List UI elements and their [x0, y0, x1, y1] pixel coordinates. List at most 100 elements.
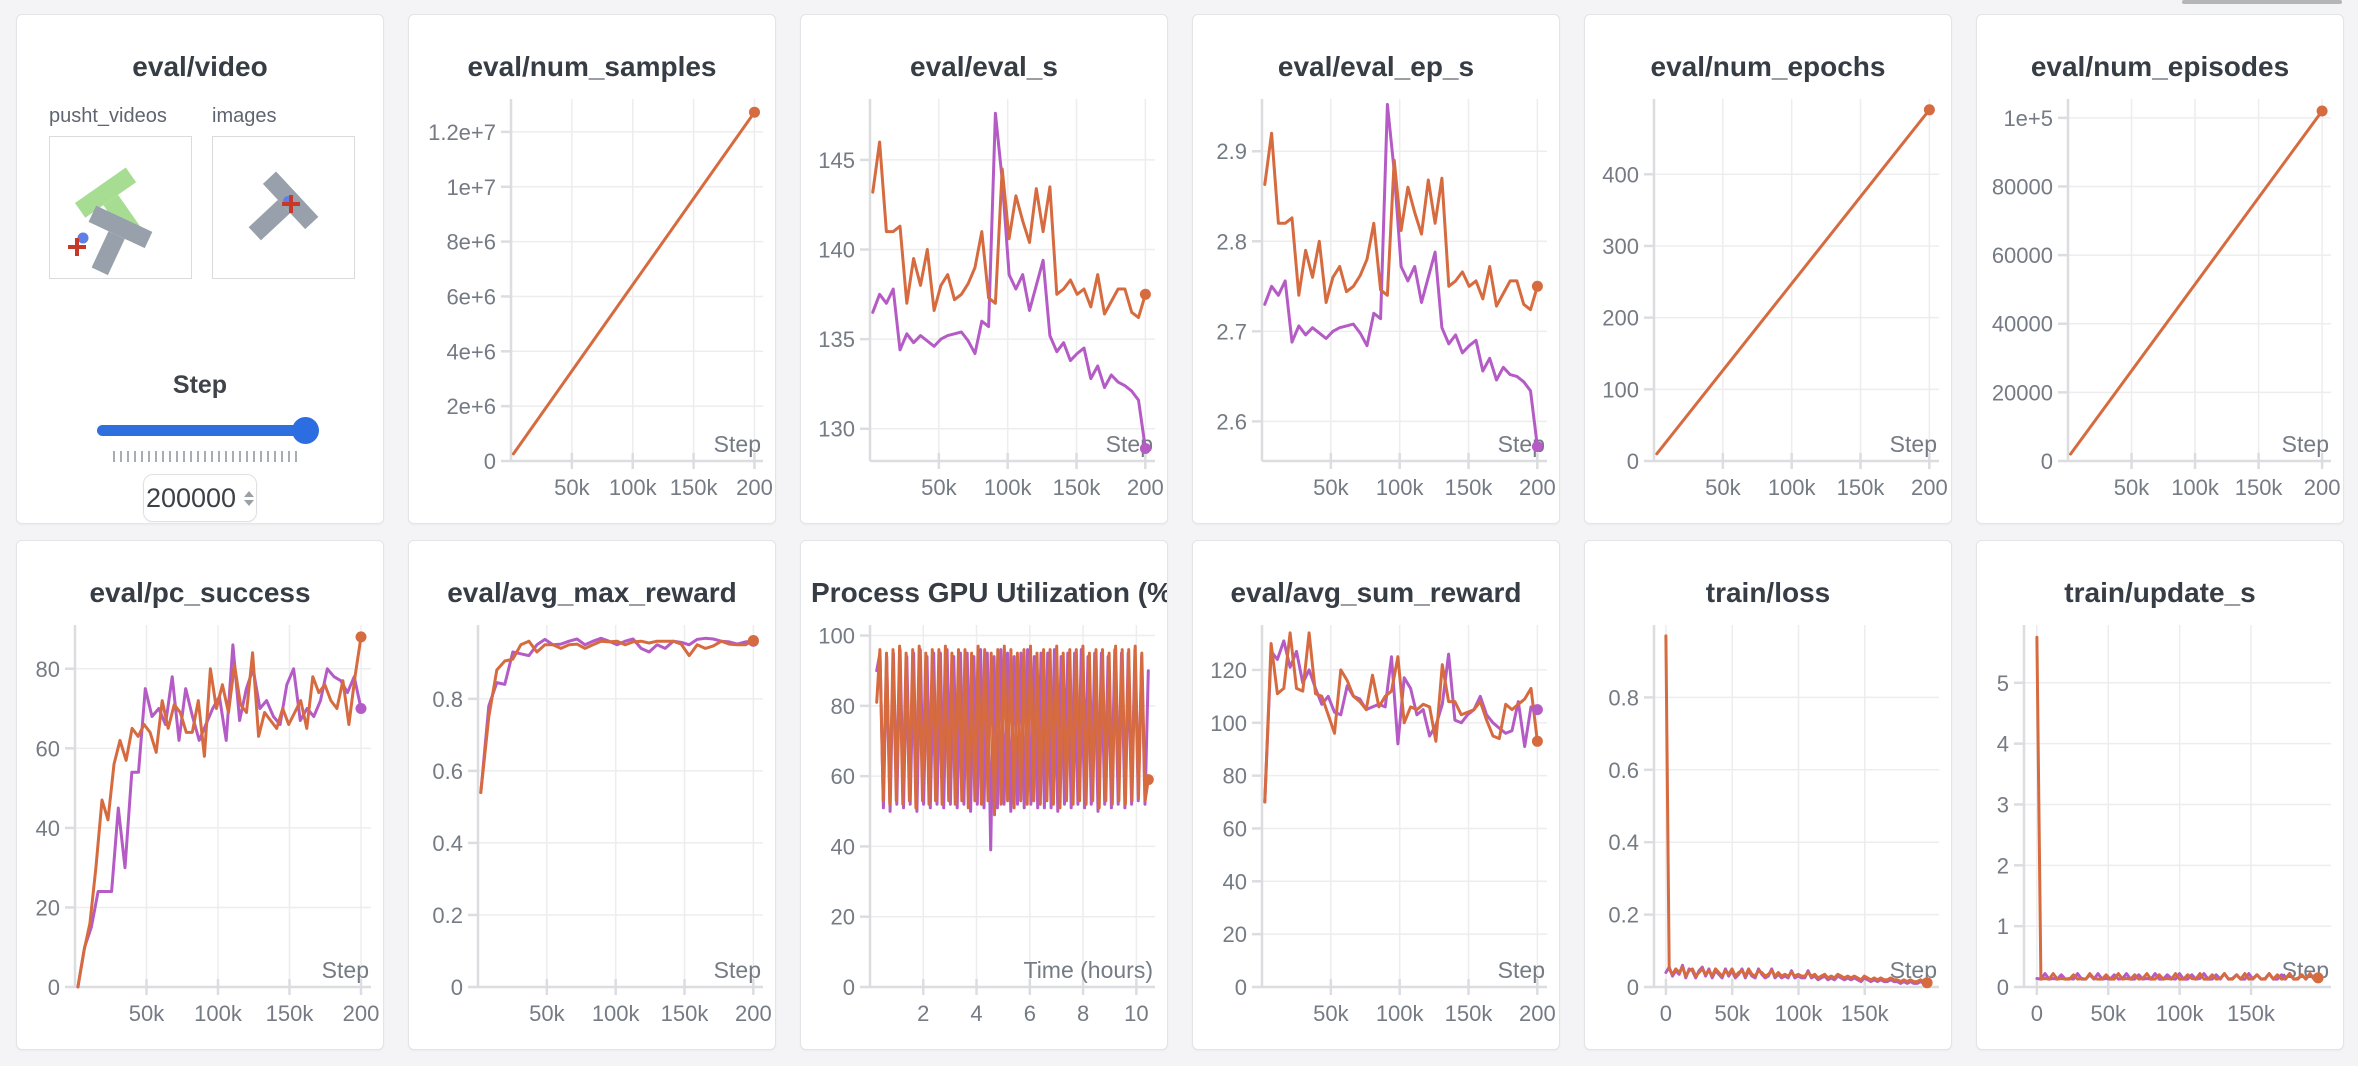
svg-text:20: 20	[36, 896, 60, 921]
chart-panel: eval/num_epochs 50k 100k 150k 200 0 100 200 300…	[1584, 14, 1952, 524]
step-slider-label: Step	[172, 371, 228, 400]
svg-text:0: 0	[2041, 449, 2053, 474]
svg-text:0.6: 0.6	[1608, 758, 1639, 783]
svg-text:2.7: 2.7	[1216, 320, 1247, 345]
svg-text:40: 40	[1223, 869, 1247, 894]
panel-eval-video: eval/video pusht_videos	[16, 14, 384, 524]
pusht-video-thumbnail[interactable]	[49, 136, 192, 280]
chart-plot[interactable]: 50k 100k 150k 200 0 20 40 60 80 100 120 Step	[1193, 615, 1560, 1033]
svg-text:0: 0	[1997, 975, 2009, 1000]
media-col-images: images	[212, 105, 355, 280]
svg-text:0: 0	[451, 975, 463, 1000]
svg-text:0: 0	[1627, 975, 1639, 1000]
svg-text:0: 0	[1660, 1001, 1672, 1026]
svg-text:5: 5	[1997, 671, 2009, 696]
svg-text:1.2e+7: 1.2e+7	[428, 120, 496, 145]
svg-text:Step: Step	[1498, 957, 1545, 983]
svg-text:0.8: 0.8	[432, 687, 463, 712]
svg-text:300: 300	[1602, 234, 1639, 259]
svg-text:Step: Step	[1890, 431, 1937, 457]
chart-panel: train/loss 0 50k 100k 150k 0 0.2 0.4 0.6 0.8 Step	[1584, 540, 1952, 1050]
chart-panel: eval/avg_max_reward 50k 100k 150k 200 0 0.2 0.…	[408, 540, 776, 1050]
chart-panel: Process GPU Utilization (%) 2 4 6 8 10 0 20 40 6…	[800, 540, 1168, 1050]
spinner-down-icon[interactable]	[244, 499, 255, 506]
svg-text:50k: 50k	[1313, 1001, 1349, 1026]
chart-plot[interactable]: 50k 100k 150k 200 0 100 200 300 400 Step	[1585, 89, 1952, 507]
panel-title: eval/video	[132, 51, 268, 82]
step-value-input[interactable]: 200000	[143, 474, 257, 523]
svg-text:200: 200	[1911, 475, 1948, 500]
svg-text:40: 40	[36, 816, 60, 841]
svg-text:200: 200	[1519, 1001, 1556, 1026]
svg-text:1e+7: 1e+7	[446, 175, 496, 200]
svg-text:150k: 150k	[2227, 1001, 2276, 1026]
svg-text:50k: 50k	[1705, 475, 1741, 500]
pusht-scene-icon	[68, 167, 153, 276]
chart-panel: eval/avg_sum_reward 50k 100k 150k 200 0 20 40 6…	[1192, 540, 1560, 1050]
spinner-up-icon[interactable]	[244, 490, 255, 497]
pusht-image-icon	[248, 171, 319, 241]
svg-text:80: 80	[36, 657, 60, 682]
step-value[interactable]: 200000	[145, 482, 237, 513]
svg-text:2: 2	[917, 1001, 929, 1026]
svg-text:0.4: 0.4	[432, 831, 463, 856]
svg-text:6e+6: 6e+6	[446, 285, 496, 310]
svg-text:120: 120	[1210, 658, 1247, 683]
svg-text:200: 200	[1519, 475, 1556, 500]
svg-text:Step: Step	[2282, 431, 2329, 457]
svg-text:100k: 100k	[1775, 1001, 1824, 1026]
chart-title: train/update_s	[2064, 577, 2256, 608]
svg-text:80: 80	[1223, 764, 1247, 789]
chart-panel: eval/num_samples 50k 100k 150k 200 0 2e+6 4e+6…	[408, 14, 776, 524]
svg-text:50k: 50k	[129, 1001, 165, 1026]
svg-text:2.6: 2.6	[1216, 410, 1247, 435]
svg-text:4: 4	[1997, 732, 2009, 757]
svg-text:140: 140	[818, 238, 855, 263]
svg-text:40: 40	[831, 835, 855, 860]
svg-text:2: 2	[1997, 854, 2009, 879]
svg-text:400: 400	[1602, 162, 1639, 187]
svg-text:0: 0	[2031, 1001, 2043, 1026]
stepper-spinner[interactable]	[244, 490, 255, 506]
svg-text:Step: Step	[714, 957, 761, 983]
svg-text:0.2: 0.2	[1608, 903, 1639, 928]
chart-plot[interactable]: 50k 100k 150k 200 0 0.2 0.4 0.6 0.8 Step	[409, 615, 776, 1033]
slider-thumb[interactable]	[292, 417, 319, 445]
chart-title: eval/eval_ep_s	[1277, 51, 1475, 82]
svg-text:0.2: 0.2	[432, 903, 463, 928]
chart-plot[interactable]: 50k 100k 150k 200 0 2e+6 4e+6 6e+6 8e+6 1e+7 1.2e+…	[409, 89, 776, 507]
svg-text:60000: 60000	[1992, 243, 2053, 268]
scrollbar-fragment[interactable]	[2182, 0, 2342, 4]
step-slider[interactable]	[97, 416, 319, 445]
svg-text:2e+6: 2e+6	[446, 394, 496, 419]
svg-text:150k: 150k	[661, 1001, 710, 1026]
svg-text:200: 200	[2304, 475, 2341, 500]
svg-text:50k: 50k	[554, 475, 590, 500]
chart-panel: train/update_s 0 50k 100k 150k 0 1 2 3 4 5 Step	[1976, 540, 2344, 1050]
chart-plot[interactable]: 50k 100k 150k 200 0 20000 40000 60000 80000 1e+5 S…	[1977, 89, 2344, 507]
svg-text:4e+6: 4e+6	[446, 339, 496, 364]
svg-text:100k: 100k	[1376, 475, 1425, 500]
svg-text:145: 145	[818, 148, 855, 173]
svg-text:100k: 100k	[609, 475, 658, 500]
svg-text:50k: 50k	[529, 1001, 565, 1026]
chart-title: eval/eval_s	[910, 51, 1058, 82]
chart-plot[interactable]: 50k 100k 150k 200 0 20 40 60 80 Step	[17, 615, 384, 1033]
images-thumbnail[interactable]	[212, 136, 355, 280]
media-col-pusht-videos: pusht_videos	[49, 105, 192, 280]
slider-track[interactable]	[97, 425, 313, 437]
svg-text:200: 200	[343, 1001, 380, 1026]
svg-text:60: 60	[1223, 817, 1247, 842]
svg-text:20000: 20000	[1992, 381, 2053, 406]
svg-text:150k: 150k	[1837, 475, 1886, 500]
svg-text:0: 0	[1235, 975, 1247, 1000]
svg-text:0.8: 0.8	[1608, 686, 1639, 711]
chart-title: train/loss	[1705, 577, 1831, 608]
chart-panel: eval/num_episodes 50k 100k 150k 200 0 20000 40…	[1976, 14, 2344, 524]
